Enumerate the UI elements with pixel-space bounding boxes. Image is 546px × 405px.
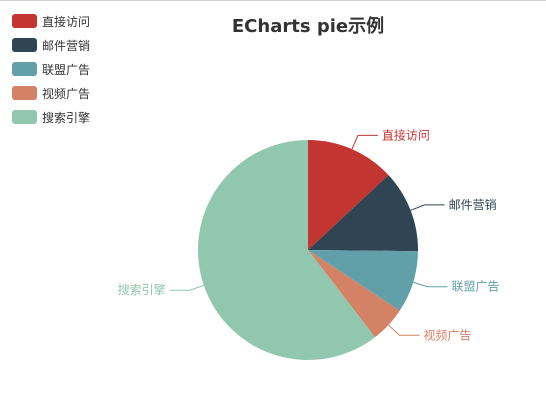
pie-slice[interactable] xyxy=(198,140,375,361)
legend-swatch xyxy=(12,38,37,52)
legend-swatch xyxy=(12,86,37,100)
slice-label: 联盟广告 xyxy=(451,280,499,294)
legend-item[interactable]: 搜索引擎 xyxy=(12,108,90,126)
label-line xyxy=(351,134,378,150)
legend-item[interactable]: 视频广告 xyxy=(12,84,90,102)
legend: 直接访问邮件营销联盟广告视频广告搜索引擎 xyxy=(12,12,90,132)
pie-slice[interactable] xyxy=(308,250,400,338)
legend-label: 搜索引擎 xyxy=(42,110,91,125)
legend-label: 视频广告 xyxy=(42,86,91,101)
label-line xyxy=(410,204,445,211)
slice-label: 搜索引擎 xyxy=(118,282,166,297)
slice-label: 直接访问 xyxy=(382,127,430,142)
legend-item[interactable]: 联盟广告 xyxy=(12,60,90,78)
label-line xyxy=(413,281,448,288)
legend-label: 联盟广告 xyxy=(42,62,91,77)
chart-title: ECharts pie示例 xyxy=(231,16,385,37)
label-line xyxy=(388,324,420,336)
legend-swatch xyxy=(12,14,37,28)
slice-label: 视频广告 xyxy=(423,327,471,342)
legend-swatch xyxy=(12,110,37,124)
legend-swatch xyxy=(12,62,37,76)
legend-label: 直接访问 xyxy=(42,14,91,29)
pie-slice[interactable] xyxy=(308,175,418,252)
legend-label: 邮件营销 xyxy=(42,38,91,53)
slice-label: 邮件营销 xyxy=(449,198,497,212)
legend-item[interactable]: 直接访问 xyxy=(12,12,90,30)
top-border xyxy=(0,0,546,1)
label-line xyxy=(169,284,205,291)
legend-item[interactable]: 邮件营销 xyxy=(12,36,90,54)
pie-slice[interactable] xyxy=(308,140,389,250)
pie-slice[interactable] xyxy=(308,250,418,311)
